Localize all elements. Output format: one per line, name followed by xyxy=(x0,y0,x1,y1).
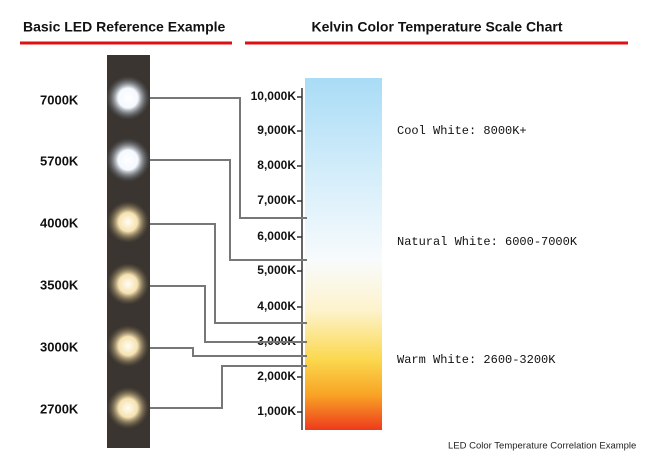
scale-label: 8,000K xyxy=(257,158,296,172)
scale-label: 7,000K xyxy=(257,193,296,207)
led xyxy=(106,138,150,182)
kelvin-bar xyxy=(305,78,382,430)
leds xyxy=(106,76,150,429)
annotation: Cool White: 8000K+ xyxy=(397,124,527,138)
led xyxy=(107,325,149,367)
scale-label: 1,000K xyxy=(257,404,296,418)
header-left: Basic LED Reference Example xyxy=(23,19,226,35)
annotation: Natural White: 6000-7000K xyxy=(397,235,578,249)
led-label: 5700K xyxy=(40,153,79,168)
footer: LED Color Temperature Correlation Exampl… xyxy=(448,441,636,452)
scale-label: 10,000K xyxy=(251,89,297,103)
led-strip xyxy=(107,55,150,448)
annotation: Warm White: 2600-3200K xyxy=(397,353,556,367)
led-label: 2700K xyxy=(40,401,79,416)
connectors xyxy=(150,97,307,409)
led xyxy=(107,201,149,243)
scale-label: 4,000K xyxy=(257,299,296,313)
header-right: Kelvin Color Temperature Scale Chart xyxy=(311,19,562,35)
scale-label: 9,000K xyxy=(257,123,296,137)
scale-label: 2,000K xyxy=(257,369,296,383)
led-label: 3000K xyxy=(40,339,79,354)
led-label: 3500K xyxy=(40,277,79,292)
led-label: 4000K xyxy=(40,215,79,230)
led xyxy=(106,76,150,120)
led xyxy=(107,263,149,305)
scale-label: 6,000K xyxy=(257,229,296,243)
scale-label: 5,000K xyxy=(257,263,296,277)
led-label: 7000K xyxy=(40,92,79,107)
led xyxy=(107,387,149,429)
